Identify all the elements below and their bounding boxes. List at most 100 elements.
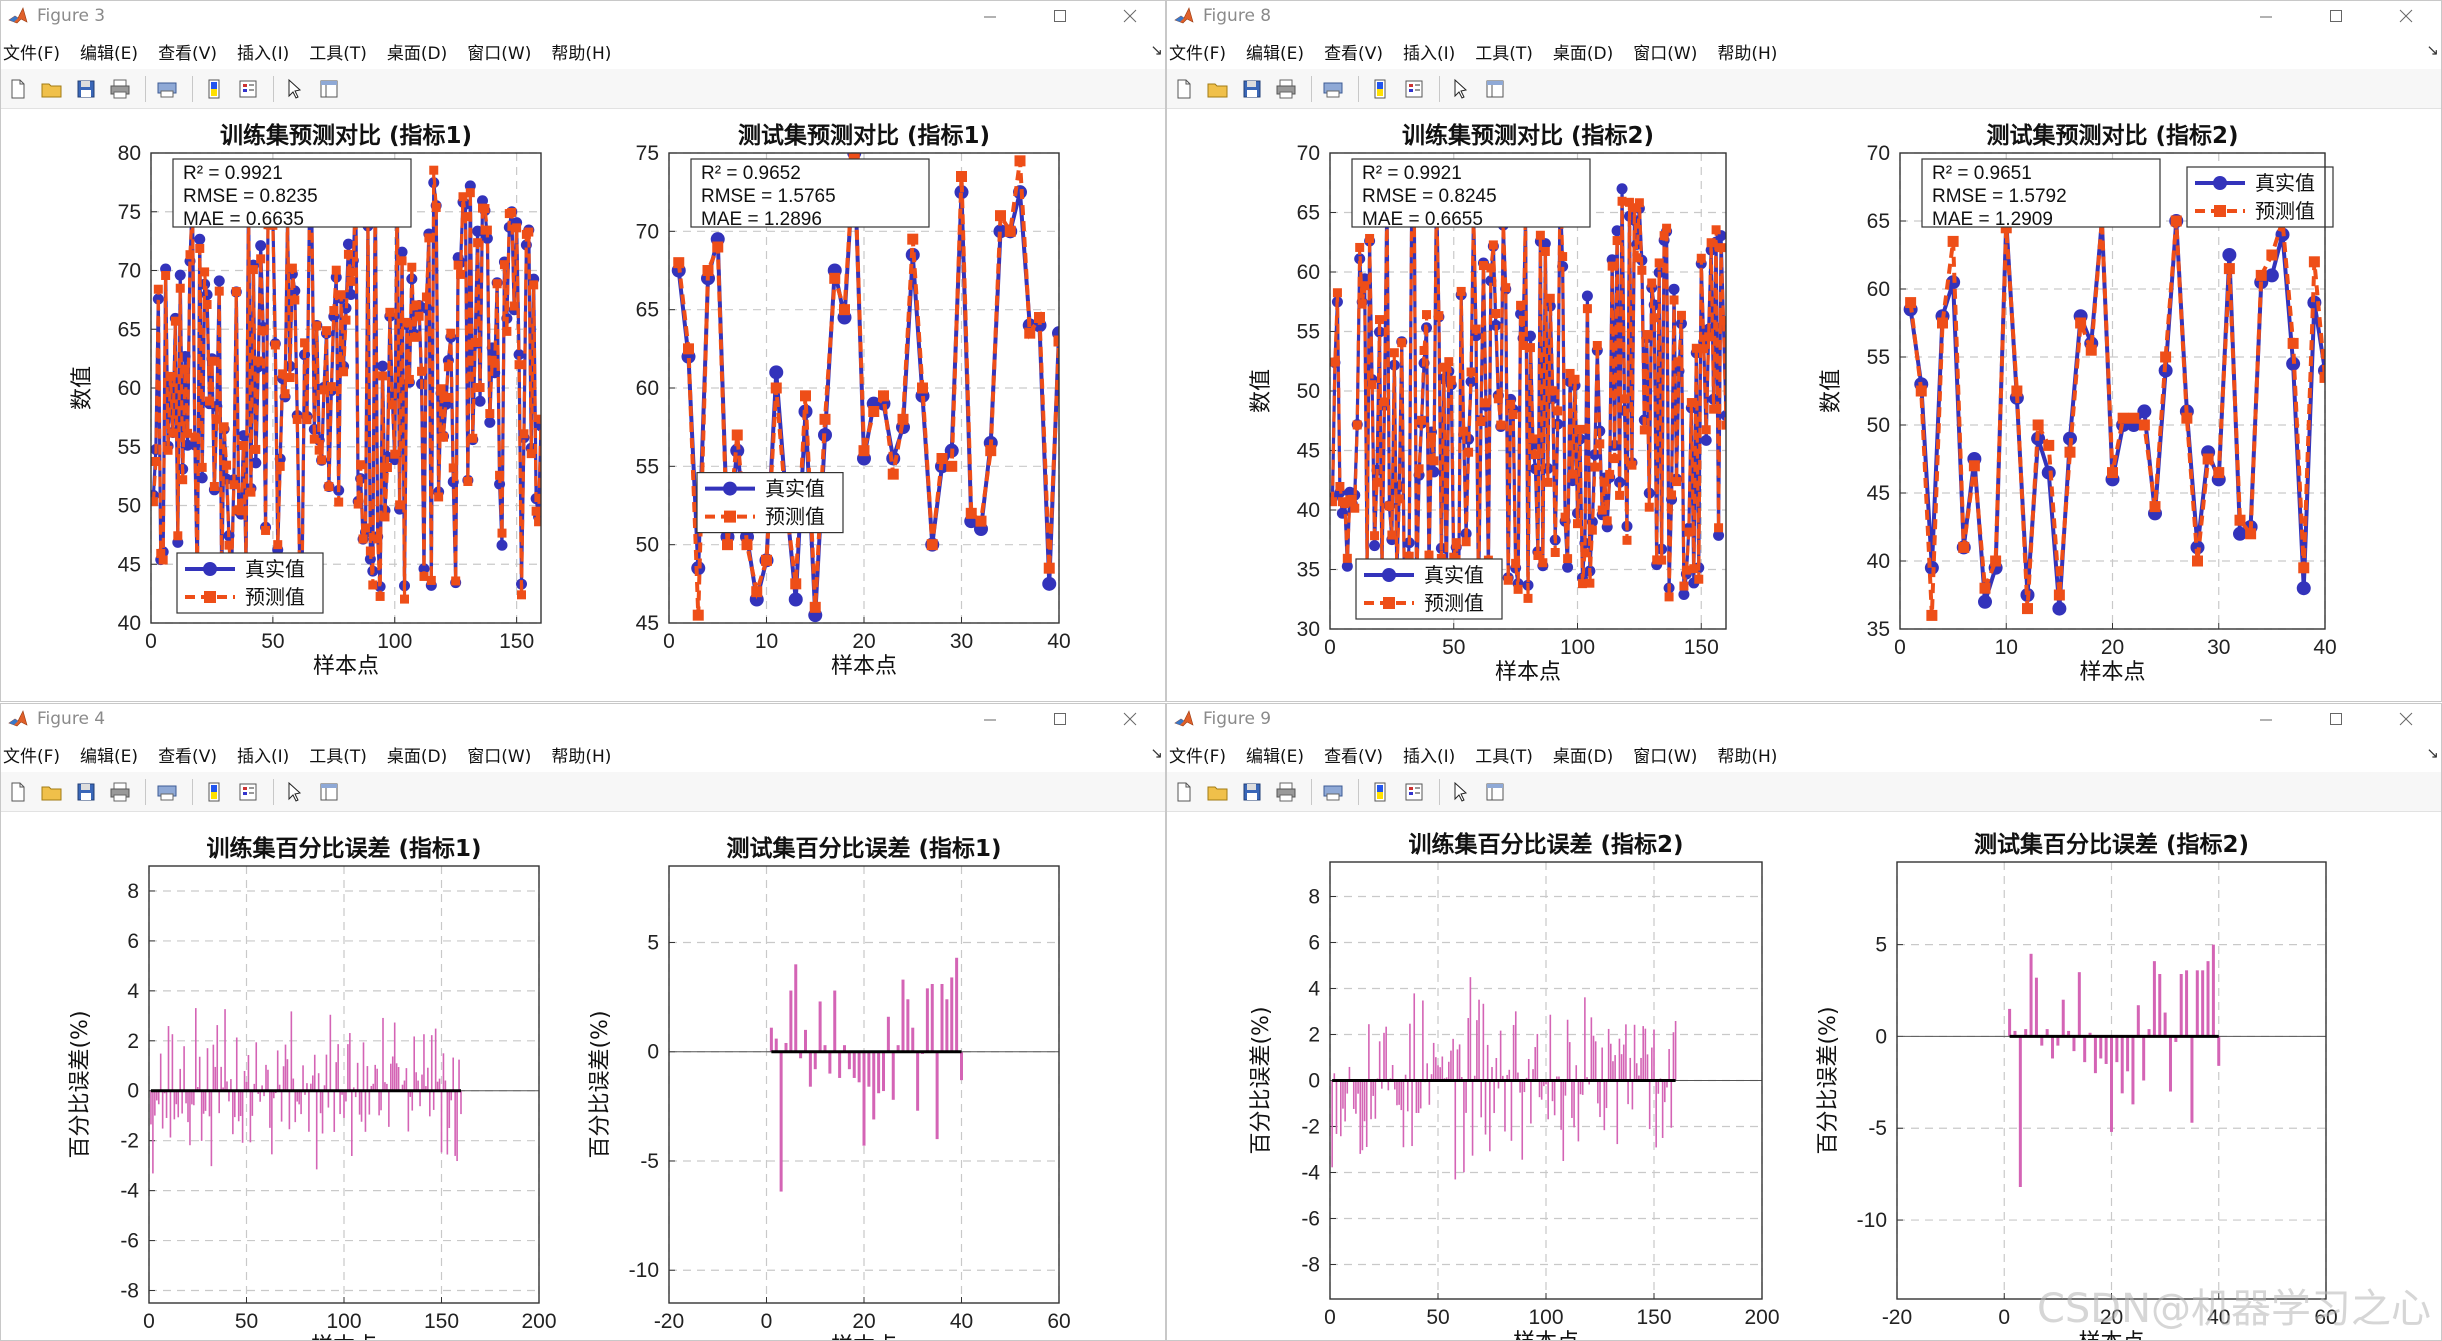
pointer-arrow-icon[interactable] bbox=[1480, 777, 1510, 807]
print-icon[interactable] bbox=[1271, 74, 1301, 104]
new-file-icon[interactable] bbox=[1169, 777, 1199, 807]
menu-item[interactable]: 查看(V) bbox=[158, 746, 217, 767]
menu-item[interactable]: 插入(I) bbox=[1402, 43, 1456, 64]
print-icon[interactable] bbox=[105, 777, 135, 807]
maximize-icon[interactable] bbox=[2301, 704, 2371, 734]
menu-item[interactable]: 文件(F) bbox=[3, 746, 61, 767]
maximize-icon[interactable] bbox=[2301, 1, 2371, 31]
menu-overflow-icon[interactable]: ↘ bbox=[1150, 41, 1163, 59]
maximize-icon[interactable] bbox=[1025, 704, 1095, 734]
print-preview-icon[interactable] bbox=[152, 74, 182, 104]
minimize-icon[interactable] bbox=[955, 1, 1025, 31]
open-folder-icon[interactable] bbox=[37, 777, 67, 807]
menu-item[interactable]: 窗口(W) bbox=[1633, 43, 1698, 64]
close-icon[interactable] bbox=[1095, 704, 1165, 734]
menu-item[interactable]: 工具(T) bbox=[309, 746, 367, 767]
new-file-icon[interactable] bbox=[3, 777, 33, 807]
menu-item[interactable]: 桌面(D) bbox=[1552, 43, 1614, 64]
open-folder-icon[interactable] bbox=[1203, 74, 1233, 104]
save-icon[interactable] bbox=[71, 777, 101, 807]
menu-item[interactable]: 窗口(W) bbox=[1633, 746, 1698, 767]
print-preview-icon[interactable] bbox=[1318, 74, 1348, 104]
axes[interactable]: 0 50 100 150 200 -8 -6 -4 -2 0 2 4 6 8 训练集百分比误差 (指标2) 样… bbox=[1249, 831, 1780, 1340]
menu-item[interactable]: 工具(T) bbox=[309, 43, 367, 64]
figure-window[interactable]: Figure 3 文件(F) 编辑(E) 查看(V) 插入(I) 工具(T) 桌面(D) 窗口… bbox=[0, 0, 1166, 702]
insert-colorbar-icon[interactable] bbox=[1399, 74, 1429, 104]
maximize-icon[interactable] bbox=[1025, 1, 1095, 31]
axes[interactable]: -20 0 20 40 60 -10 -5 0 5 测试集百分比误差 (指标1) 样本点 百分比误差(… bbox=[588, 835, 1071, 1340]
menu-item[interactable]: 编辑(E) bbox=[1246, 746, 1305, 767]
insert-legend-icon[interactable] bbox=[1446, 777, 1476, 807]
axes[interactable]: 0 50 100 150 40 45 50 55 60 65 70 75 80 训练集预测对比 (指标1)… bbox=[70, 122, 547, 679]
open-folder-icon[interactable] bbox=[37, 74, 67, 104]
new-file-icon[interactable] bbox=[1169, 74, 1199, 104]
menu-item[interactable]: 帮助(H) bbox=[551, 746, 612, 767]
menu-item[interactable]: 帮助(H) bbox=[551, 43, 612, 64]
menu-item[interactable]: 查看(V) bbox=[158, 43, 217, 64]
menu-item[interactable]: 窗口(W) bbox=[467, 746, 532, 767]
close-icon[interactable] bbox=[1095, 1, 1165, 31]
insert-colorbar-icon[interactable] bbox=[233, 777, 263, 807]
link-icon[interactable] bbox=[1365, 74, 1395, 104]
pointer-arrow-icon[interactable] bbox=[314, 74, 344, 104]
menu-item[interactable]: 工具(T) bbox=[1475, 746, 1533, 767]
minimize-icon[interactable] bbox=[955, 704, 1025, 734]
menu-item[interactable]: 帮助(H) bbox=[1717, 43, 1778, 64]
axes[interactable]: 0 10 20 30 40 45 50 55 60 65 70 75 测试集预测对比 (指标1) 样本点 R… bbox=[636, 122, 1071, 679]
menu-overflow-icon[interactable]: ↘ bbox=[1150, 744, 1163, 762]
menu-item[interactable]: 文件(F) bbox=[1169, 746, 1227, 767]
figure-window[interactable]: Figure 8 文件(F) 编辑(E) 查看(V) 插入(I) 工具(T) 桌面(D) 窗口… bbox=[1166, 0, 2442, 702]
new-file-icon[interactable] bbox=[3, 74, 33, 104]
link-icon[interactable] bbox=[199, 777, 229, 807]
menu-item[interactable]: 文件(F) bbox=[3, 43, 61, 64]
pointer-arrow-icon[interactable] bbox=[1480, 74, 1510, 104]
menu-item[interactable]: 查看(V) bbox=[1324, 746, 1383, 767]
menu-item[interactable]: 插入(I) bbox=[236, 43, 290, 64]
menu-item[interactable]: 桌面(D) bbox=[386, 43, 448, 64]
link-icon[interactable] bbox=[1365, 777, 1395, 807]
print-icon[interactable] bbox=[1271, 777, 1301, 807]
print-icon[interactable] bbox=[105, 74, 135, 104]
axes[interactable]: 0 50 100 150 30 35 40 45 50 55 60 65 70 训练集预测对比 (指标2)… bbox=[1249, 122, 1732, 685]
insert-legend-icon[interactable] bbox=[280, 777, 310, 807]
insert-colorbar-icon[interactable] bbox=[1399, 777, 1429, 807]
close-icon[interactable] bbox=[2371, 1, 2441, 31]
open-folder-icon[interactable] bbox=[1203, 777, 1233, 807]
figure-canvas[interactable]: 0 50 100 150 40 45 50 55 60 65 70 75 80 训练集预测对比 (指标1)… bbox=[1, 111, 1165, 701]
close-icon[interactable] bbox=[2371, 704, 2441, 734]
print-preview-icon[interactable] bbox=[1318, 777, 1348, 807]
menu-item[interactable]: 编辑(E) bbox=[1246, 43, 1305, 64]
minimize-icon[interactable] bbox=[2231, 704, 2301, 734]
insert-legend-icon[interactable] bbox=[1446, 74, 1476, 104]
link-icon[interactable] bbox=[199, 74, 229, 104]
menu-item[interactable]: 桌面(D) bbox=[1552, 746, 1614, 767]
menu-item[interactable]: 帮助(H) bbox=[1717, 746, 1778, 767]
figure-window[interactable]: Figure 9 文件(F) 编辑(E) 查看(V) 插入(I) 工具(T) 桌面(D) 窗口… bbox=[1166, 703, 2442, 1341]
figure-canvas[interactable]: 0 50 100 150 30 35 40 45 50 55 60 65 70 训练集预测对比 (指标2)… bbox=[1167, 111, 2441, 701]
save-icon[interactable] bbox=[71, 74, 101, 104]
insert-legend-icon[interactable] bbox=[280, 74, 310, 104]
menu-item[interactable]: 桌面(D) bbox=[386, 746, 448, 767]
menu-item[interactable]: 窗口(W) bbox=[467, 43, 532, 64]
pointer-arrow-icon[interactable] bbox=[314, 777, 344, 807]
save-icon[interactable] bbox=[1237, 777, 1267, 807]
menu-item[interactable]: 查看(V) bbox=[1324, 43, 1383, 64]
menu-item[interactable]: 工具(T) bbox=[1475, 43, 1533, 64]
minimize-icon[interactable] bbox=[2231, 1, 2301, 31]
menu-overflow-icon[interactable]: ↘ bbox=[2426, 41, 2439, 59]
axes[interactable]: -20 0 20 40 60 -10 -5 0 5 测试集百分比误差 (指标2) 样本点 百分比误差(… bbox=[1816, 831, 2338, 1340]
menu-overflow-icon[interactable]: ↘ bbox=[2426, 744, 2439, 762]
figure-window[interactable]: Figure 4 文件(F) 编辑(E) 查看(V) 插入(I) 工具(T) 桌面(D) 窗口… bbox=[0, 703, 1166, 1341]
print-preview-icon[interactable] bbox=[152, 777, 182, 807]
axes[interactable]: 0 50 100 150 200 -8 -6 -4 -2 0 2 4 6 8 训练集百分比误差 (指标1) 样… bbox=[68, 835, 557, 1340]
insert-colorbar-icon[interactable] bbox=[233, 74, 263, 104]
title-bar[interactable]: Figure 8 bbox=[1167, 1, 2441, 31]
axes[interactable]: 0 10 20 30 40 35 40 45 50 55 60 65 70 测试集预测对比 (指标2) 样本… bbox=[1819, 122, 2337, 685]
save-icon[interactable] bbox=[1237, 74, 1267, 104]
